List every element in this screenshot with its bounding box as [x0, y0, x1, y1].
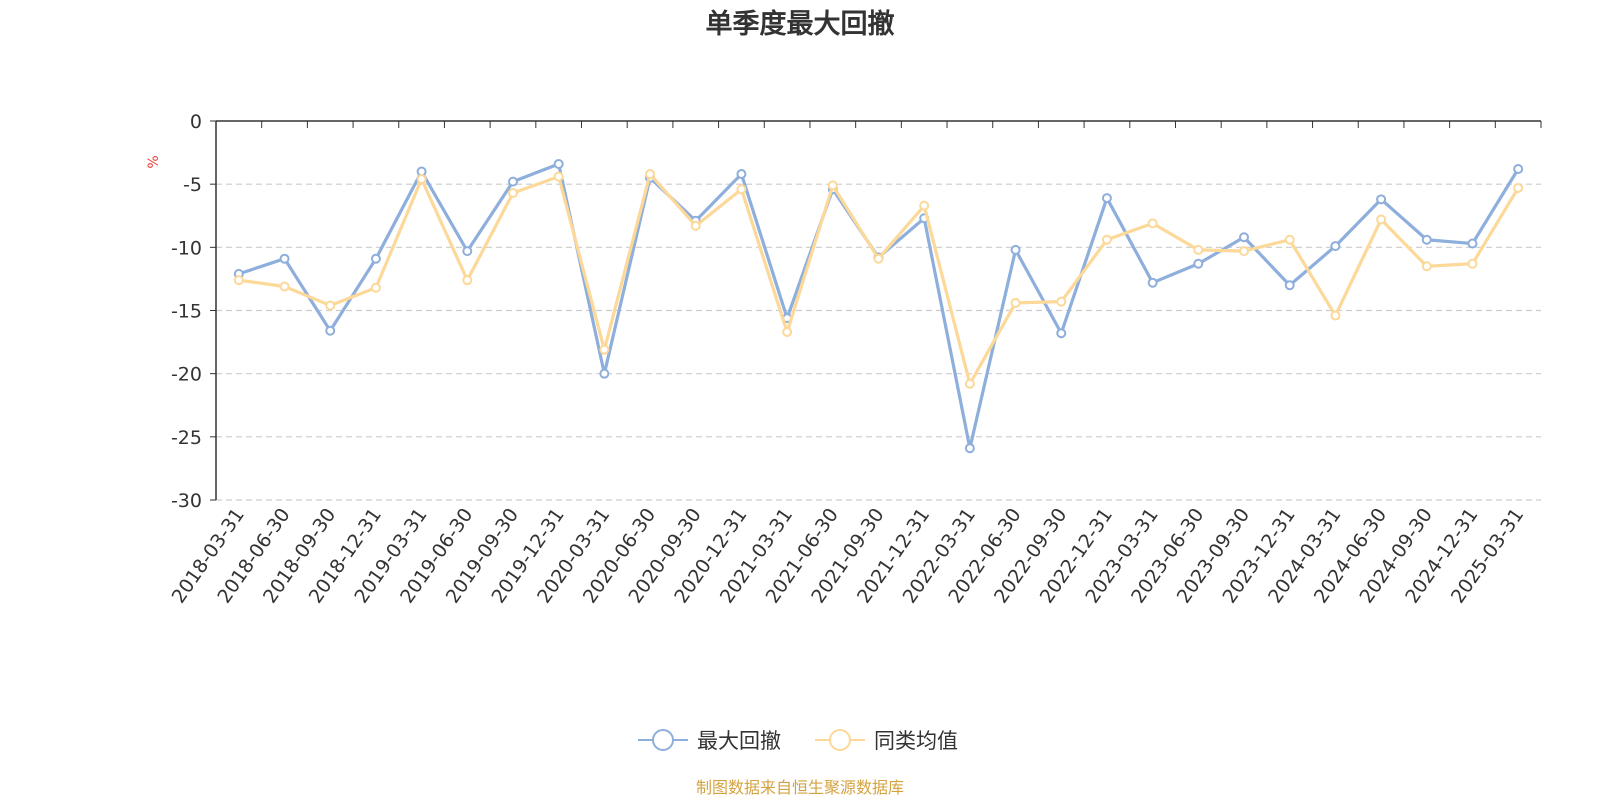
- data-point[interactable]: [553, 158, 564, 169]
- data-point[interactable]: [1513, 182, 1524, 193]
- data-point[interactable]: [1101, 193, 1112, 204]
- data-point[interactable]: [279, 281, 290, 292]
- source-note: 制图数据来自恒生聚源数据库: [696, 778, 904, 797]
- data-point[interactable]: [1193, 258, 1204, 269]
- data-point[interactable]: [370, 253, 381, 264]
- data-point[interactable]: [1056, 328, 1067, 339]
- data-point[interactable]: [1376, 214, 1387, 225]
- series-line: [238, 172, 1520, 386]
- data-point[interactable]: [1376, 194, 1387, 205]
- y-tick-label: -5: [183, 174, 202, 196]
- data-point[interactable]: [233, 275, 244, 286]
- data-point[interactable]: [462, 246, 473, 257]
- data-point[interactable]: [1284, 280, 1295, 291]
- data-point[interactable]: [507, 188, 518, 199]
- chart-title: 单季度最大回撤: [706, 8, 895, 40]
- y-axis-unit: %: [146, 155, 162, 168]
- legend-marker-icon: [652, 729, 674, 751]
- data-point[interactable]: [1147, 277, 1158, 288]
- y-tick-label: -25: [171, 427, 202, 449]
- legend-marker-icon: [829, 729, 851, 751]
- data-point[interactable]: [1284, 234, 1295, 245]
- data-point[interactable]: [1421, 261, 1432, 272]
- data-point[interactable]: [1239, 246, 1250, 257]
- data-point[interactable]: [325, 300, 336, 311]
- series: [233, 158, 1524, 454]
- y-tick-label: -30: [171, 490, 202, 512]
- data-point[interactable]: [1147, 218, 1158, 229]
- data-point[interactable]: [1193, 244, 1204, 255]
- data-point[interactable]: [873, 253, 884, 264]
- grid-lines: [216, 183, 1541, 501]
- data-point[interactable]: [1010, 297, 1021, 308]
- data-point[interactable]: [1101, 234, 1112, 245]
- data-point[interactable]: [645, 169, 656, 180]
- data-point[interactable]: [964, 443, 975, 454]
- data-point[interactable]: [1467, 238, 1478, 249]
- data-point[interactable]: [690, 220, 701, 231]
- data-point[interactable]: [1467, 258, 1478, 269]
- data-point[interactable]: [599, 344, 610, 355]
- data-point[interactable]: [1330, 241, 1341, 252]
- data-point[interactable]: [736, 184, 747, 195]
- data-point[interactable]: [325, 325, 336, 336]
- axes: 0-5-10-15-20-25-302018-03-312018-06-3020…: [168, 111, 1542, 607]
- data-point[interactable]: [782, 326, 793, 337]
- data-point[interactable]: [370, 282, 381, 293]
- data-point[interactable]: [827, 180, 838, 191]
- y-tick-label: -20: [171, 364, 202, 386]
- data-point[interactable]: [919, 200, 930, 211]
- data-point[interactable]: [964, 378, 975, 389]
- data-point[interactable]: [462, 275, 473, 286]
- data-point[interactable]: [1421, 234, 1432, 245]
- data-point[interactable]: [1056, 296, 1067, 307]
- data-point[interactable]: [1010, 244, 1021, 255]
- legend-item-max-drawdown[interactable]: 最大回撤: [638, 729, 781, 753]
- data-point[interactable]: [1330, 310, 1341, 321]
- legend-item-peer-average[interactable]: 同类均值: [815, 729, 958, 753]
- series-line: [238, 162, 1520, 450]
- data-point[interactable]: [416, 174, 427, 185]
- data-point[interactable]: [736, 169, 747, 180]
- data-point[interactable]: [1513, 164, 1524, 175]
- data-point[interactable]: [1239, 232, 1250, 243]
- legend[interactable]: 最大回撤 同类均值: [638, 729, 958, 753]
- data-point[interactable]: [553, 171, 564, 182]
- data-point[interactable]: [507, 176, 518, 187]
- y-tick-label: -15: [171, 301, 202, 323]
- series-1: [233, 169, 1524, 389]
- data-point[interactable]: [599, 368, 610, 379]
- legend-label: 最大回撤: [697, 729, 781, 753]
- data-point[interactable]: [279, 253, 290, 264]
- y-tick-label: 0: [190, 111, 202, 133]
- y-tick-label: -10: [171, 237, 202, 259]
- legend-label: 同类均值: [874, 729, 958, 753]
